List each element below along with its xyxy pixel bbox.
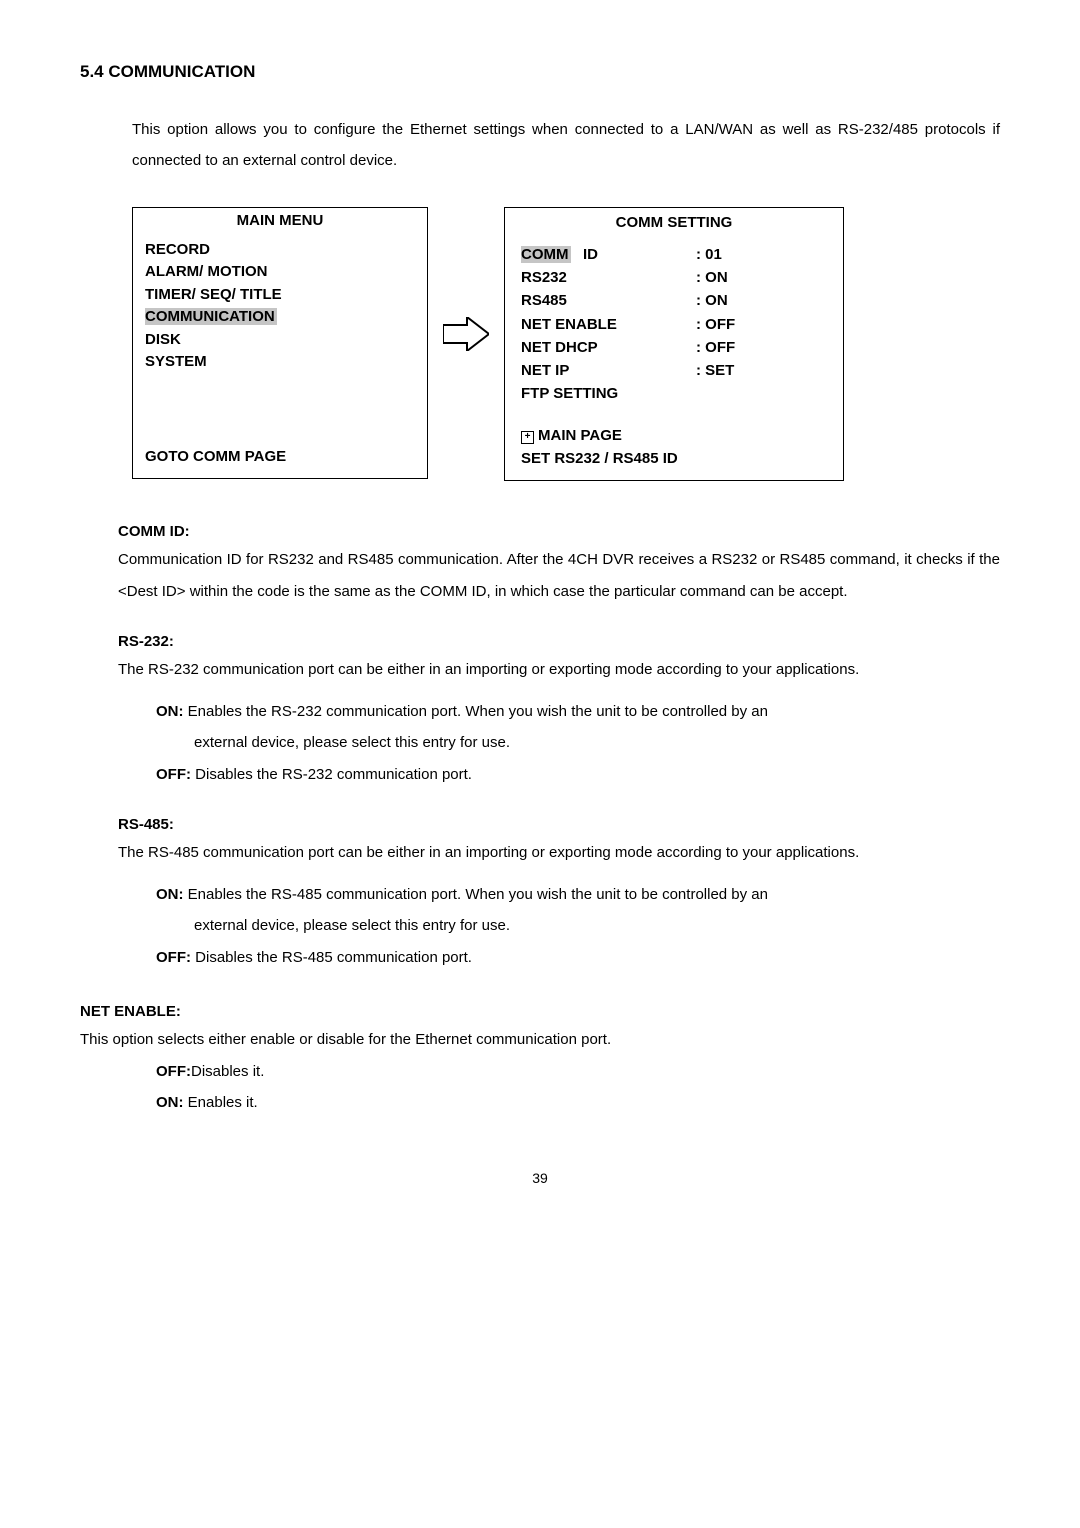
comm-row-rs485: RS485: ON (521, 289, 827, 312)
menu-item-communication: COMMUNICATION (145, 306, 415, 329)
menu-goto: GOTO COMM PAGE (145, 446, 415, 469)
netenable-on: ON: Enables it. (156, 1087, 1000, 1119)
comm-row-commid: COMM ID : 01 (521, 243, 827, 266)
arrow-icon (428, 207, 504, 351)
comm-row-netenable: NET ENABLE: OFF (521, 313, 827, 336)
menu-item-system: SYSTEM (145, 351, 415, 374)
rs485-body: The RS-485 communication port can be eit… (118, 837, 1000, 869)
comm-setting-box: COMM SETTING COMM ID : 01 RS232: ON RS48… (504, 207, 844, 481)
rs232-on: ON: Enables the RS-232 communication por… (156, 696, 1000, 728)
intro-paragraph: This option allows you to configure the … (132, 114, 1000, 177)
section-heading: 5.4 COMMUNICATION (80, 60, 1000, 84)
commid-body: Communication ID for RS232 and RS485 com… (118, 544, 1000, 607)
comm-row-netip: NET IP: SET (521, 359, 827, 382)
comm-footer: SET RS232 / RS485 ID (521, 447, 827, 470)
menu-item-record: RECORD (145, 239, 415, 262)
rs485-on: ON: Enables the RS-485 communication por… (156, 879, 1000, 911)
rs232-off: OFF: Disables the RS-232 communication p… (156, 759, 1000, 791)
commid-head: COMM ID: (118, 521, 1000, 542)
rs485-head: RS-485: (118, 814, 1000, 835)
netenable-head: NET ENABLE: (80, 1001, 1000, 1022)
rs485-on-line2: external device, please select this entr… (194, 910, 1000, 942)
page-number: 39 (80, 1169, 1000, 1189)
menu-item-timer: TIMER/ SEQ/ TITLE (145, 284, 415, 307)
menu-item-alarm: ALARM/ MOTION (145, 261, 415, 284)
comm-row-netdhcp: NET DHCP: OFF (521, 336, 827, 359)
main-menu-box: MAIN MENU RECORD ALARM/ MOTION TIMER/ SE… (132, 207, 428, 480)
menu-item-disk: DISK (145, 329, 415, 352)
comm-row-rs232: RS232: ON (521, 266, 827, 289)
comm-row-ftp: FTP SETTING (521, 382, 827, 405)
comm-mainpage: +MAIN PAGE (521, 424, 827, 447)
rs232-on-line2: external device, please select this entr… (194, 727, 1000, 759)
rs232-body: The RS-232 communication port can be eit… (118, 654, 1000, 686)
netenable-body: This option selects either enable or dis… (80, 1024, 1000, 1056)
rs485-off: OFF: Disables the RS-485 communication p… (156, 942, 1000, 974)
comm-setting-title: COMM SETTING (505, 208, 843, 237)
main-menu-title: MAIN MENU (133, 208, 427, 233)
netenable-off: OFF:Disables it. (156, 1056, 1000, 1088)
menu-diagram: MAIN MENU RECORD ALARM/ MOTION TIMER/ SE… (132, 207, 1000, 481)
rs232-head: RS-232: (118, 631, 1000, 652)
